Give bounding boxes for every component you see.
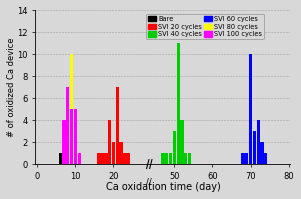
Bar bbox=[59, 153, 62, 164]
Legend: Bare, SVI 20 cycles, SVI 40 cycles, SVI 60 cycles, SVI 80 cycles, SVI 100 cycles: Bare, SVI 20 cycles, SVI 40 cycles, SVI … bbox=[146, 14, 265, 39]
Bar bbox=[123, 153, 126, 164]
Bar bbox=[241, 153, 244, 164]
Bar bbox=[66, 87, 70, 164]
Bar bbox=[112, 142, 115, 164]
Bar bbox=[70, 54, 73, 164]
Bar bbox=[66, 153, 70, 164]
Bar bbox=[62, 120, 66, 164]
Bar bbox=[177, 43, 180, 164]
Bar bbox=[169, 153, 172, 164]
Bar bbox=[253, 131, 256, 164]
Bar bbox=[256, 120, 260, 164]
Bar bbox=[180, 120, 184, 164]
Bar bbox=[108, 120, 111, 164]
Bar bbox=[74, 109, 77, 164]
Bar bbox=[116, 87, 119, 164]
Bar bbox=[62, 142, 66, 164]
Bar bbox=[184, 153, 188, 164]
Bar bbox=[66, 98, 70, 164]
Text: //: // bbox=[146, 177, 152, 186]
Bar bbox=[264, 153, 267, 164]
Bar bbox=[70, 109, 73, 164]
Bar bbox=[78, 153, 81, 164]
X-axis label: Ca oxidation time (day): Ca oxidation time (day) bbox=[106, 182, 220, 192]
Bar bbox=[70, 153, 73, 164]
Bar bbox=[104, 153, 107, 164]
Y-axis label: # of oxidized Ca device: # of oxidized Ca device bbox=[7, 37, 16, 137]
Bar bbox=[165, 153, 168, 164]
Bar bbox=[249, 54, 252, 164]
Bar bbox=[127, 153, 130, 164]
Bar bbox=[101, 153, 104, 164]
Bar bbox=[97, 153, 100, 164]
Bar bbox=[245, 153, 248, 164]
Bar bbox=[188, 153, 191, 164]
Bar bbox=[119, 142, 123, 164]
Bar bbox=[173, 131, 176, 164]
Bar bbox=[74, 153, 77, 164]
Bar bbox=[161, 153, 165, 164]
Bar bbox=[260, 142, 264, 164]
